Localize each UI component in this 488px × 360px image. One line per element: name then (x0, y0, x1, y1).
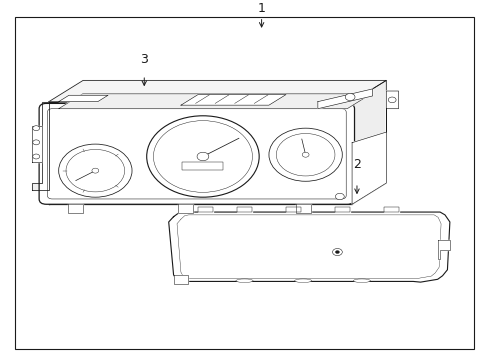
Polygon shape (437, 240, 449, 259)
Polygon shape (295, 204, 310, 213)
Polygon shape (32, 126, 41, 162)
Circle shape (345, 94, 354, 100)
Polygon shape (168, 212, 449, 283)
Polygon shape (383, 207, 398, 212)
Circle shape (92, 168, 99, 173)
Polygon shape (334, 207, 349, 212)
Text: 1: 1 (257, 2, 265, 15)
Ellipse shape (235, 279, 253, 283)
Text: 3: 3 (140, 53, 148, 66)
Polygon shape (32, 102, 49, 190)
Circle shape (332, 248, 342, 256)
Polygon shape (49, 102, 351, 204)
Circle shape (33, 140, 40, 145)
Circle shape (153, 121, 252, 192)
Polygon shape (181, 95, 285, 105)
Circle shape (197, 152, 208, 161)
Circle shape (276, 134, 334, 176)
Circle shape (302, 152, 308, 157)
Circle shape (33, 126, 40, 131)
FancyBboxPatch shape (39, 103, 354, 204)
Circle shape (59, 144, 132, 197)
Circle shape (268, 128, 342, 181)
Polygon shape (59, 95, 108, 102)
Polygon shape (59, 94, 370, 109)
Circle shape (387, 97, 395, 103)
Polygon shape (285, 207, 300, 212)
Bar (182, 162, 223, 170)
Polygon shape (178, 204, 193, 213)
Polygon shape (68, 204, 83, 213)
Circle shape (33, 154, 40, 159)
Polygon shape (173, 275, 188, 284)
Polygon shape (317, 89, 372, 109)
Polygon shape (49, 80, 386, 102)
Polygon shape (177, 215, 440, 279)
Polygon shape (351, 80, 386, 204)
Ellipse shape (294, 279, 311, 283)
Circle shape (146, 116, 259, 197)
Polygon shape (237, 207, 251, 212)
Polygon shape (198, 207, 212, 212)
Circle shape (335, 251, 339, 253)
Circle shape (335, 193, 344, 200)
Text: 2: 2 (352, 158, 360, 171)
Ellipse shape (352, 279, 370, 283)
Circle shape (66, 149, 124, 192)
Polygon shape (351, 91, 398, 204)
FancyBboxPatch shape (47, 109, 346, 199)
